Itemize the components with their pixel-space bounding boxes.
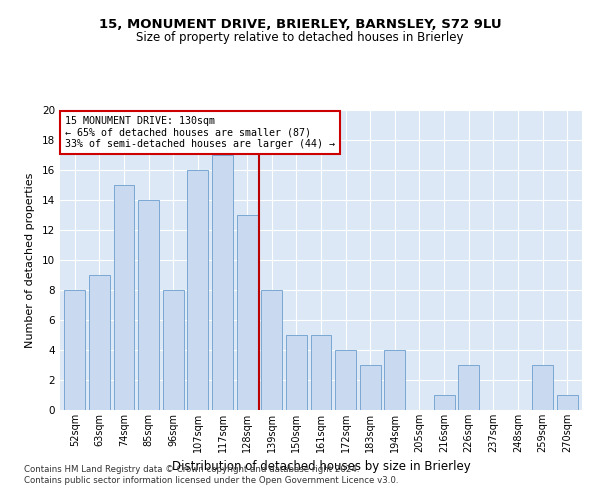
- Bar: [434, 395, 455, 410]
- Bar: [385, 350, 406, 410]
- Bar: [286, 335, 307, 410]
- Bar: [360, 365, 381, 410]
- Bar: [557, 395, 578, 410]
- Bar: [89, 275, 110, 410]
- Text: 15, MONUMENT DRIVE, BRIERLEY, BARNSLEY, S72 9LU: 15, MONUMENT DRIVE, BRIERLEY, BARNSLEY, …: [98, 18, 502, 30]
- Bar: [64, 290, 85, 410]
- X-axis label: Distribution of detached houses by size in Brierley: Distribution of detached houses by size …: [172, 460, 470, 473]
- Bar: [458, 365, 479, 410]
- Bar: [212, 155, 233, 410]
- Bar: [532, 365, 553, 410]
- Bar: [236, 215, 257, 410]
- Bar: [311, 335, 331, 410]
- Bar: [335, 350, 356, 410]
- Y-axis label: Number of detached properties: Number of detached properties: [25, 172, 35, 348]
- Bar: [261, 290, 282, 410]
- Bar: [187, 170, 208, 410]
- Bar: [113, 185, 134, 410]
- Text: Contains HM Land Registry data © Crown copyright and database right 2024.: Contains HM Land Registry data © Crown c…: [24, 465, 359, 474]
- Text: Size of property relative to detached houses in Brierley: Size of property relative to detached ho…: [136, 32, 464, 44]
- Bar: [163, 290, 184, 410]
- Text: 15 MONUMENT DRIVE: 130sqm
← 65% of detached houses are smaller (87)
33% of semi-: 15 MONUMENT DRIVE: 130sqm ← 65% of detac…: [65, 116, 335, 149]
- Text: Contains public sector information licensed under the Open Government Licence v3: Contains public sector information licen…: [24, 476, 398, 485]
- Bar: [138, 200, 159, 410]
